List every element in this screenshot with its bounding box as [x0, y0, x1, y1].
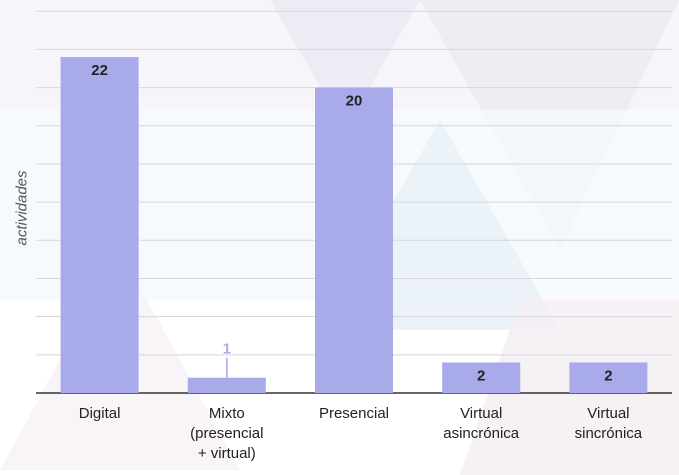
x-tick-label: Virtual sincrónica: [574, 405, 643, 442]
data-label: 22: [91, 62, 108, 79]
x-tick-label: Virtual asincrónica: [443, 405, 520, 442]
bar: [315, 87, 393, 393]
data-label: 2: [477, 367, 485, 384]
x-tick-label: Mixto (presencial + virtual): [190, 405, 264, 462]
bars: [60, 57, 648, 394]
y-axis-label: actividades: [13, 170, 31, 246]
bar: [442, 362, 521, 393]
bar: [187, 377, 266, 393]
x-tick-label: Digital: [78, 405, 121, 422]
data-label: 2: [604, 367, 612, 384]
data-label: 1: [223, 341, 231, 358]
bar: [60, 57, 139, 394]
x-tick-label: Presencial: [318, 405, 390, 422]
data-label: 20: [346, 93, 363, 110]
bar: [569, 362, 648, 393]
